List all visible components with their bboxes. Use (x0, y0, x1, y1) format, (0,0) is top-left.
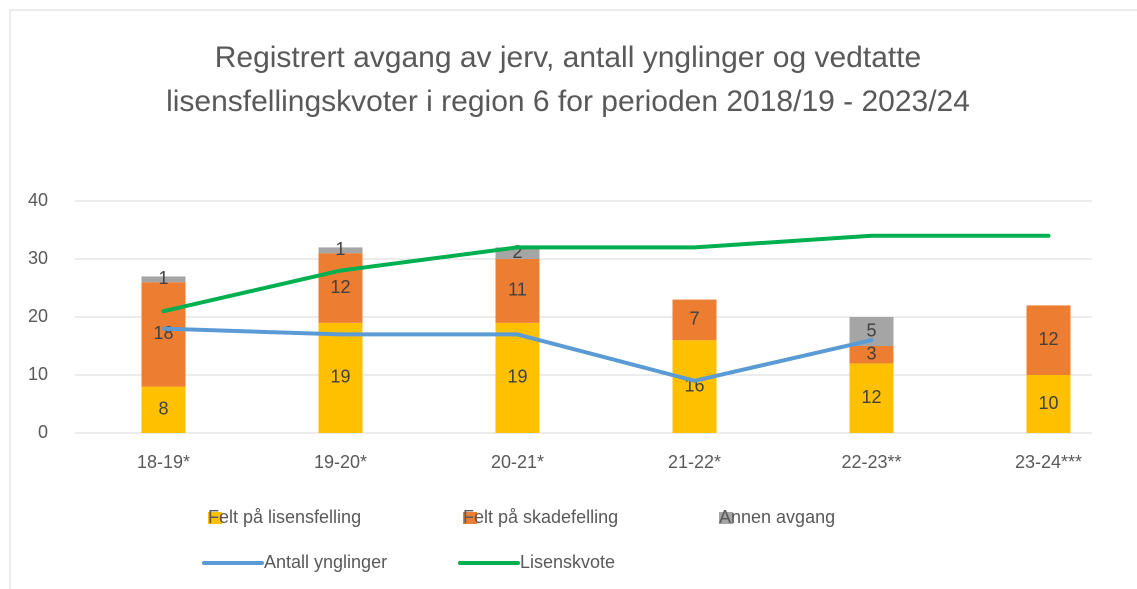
data-label: 12 (330, 277, 350, 297)
bar-segment (318, 253, 363, 323)
data-label: 2 (512, 242, 522, 262)
data-label: 12 (1038, 329, 1058, 349)
chart-border (9, 9, 1137, 589)
data-label: 3 (866, 343, 876, 363)
legend-label: Felt på skadefelling (463, 507, 618, 527)
bar-segment (141, 276, 186, 283)
data-label: 1 (158, 268, 168, 288)
legend-label: Annen avgang (719, 507, 835, 527)
bar-segment (495, 259, 540, 323)
legend-label: Lisenskvote (520, 552, 615, 572)
bar-segment (672, 299, 717, 341)
bar-segment (318, 247, 363, 254)
bar-segment (849, 346, 894, 364)
data-label: 1 (335, 239, 345, 259)
line-series (161, 326, 874, 383)
y-tick-label: 0 (38, 422, 48, 442)
legend-swatch (719, 512, 733, 524)
bar-segment (495, 247, 540, 259)
legend-label: Felt på lisensfelling (208, 507, 361, 527)
bar-segment (141, 282, 186, 387)
bar-segment (1026, 375, 1071, 433)
legend-label: Antall ynglinger (264, 552, 387, 572)
data-label: 5 (866, 320, 876, 340)
y-tick-label: 30 (28, 248, 48, 268)
x-tick-label: 19-20* (314, 452, 367, 472)
legend-swatch (208, 512, 222, 524)
data-label: 7 (689, 309, 699, 329)
data-label: 12 (861, 387, 881, 407)
bar-segment (1026, 305, 1071, 375)
bar-segment (849, 363, 894, 433)
y-tick-label: 20 (28, 306, 48, 326)
bar-segment (672, 340, 717, 433)
legend-swatch (463, 512, 477, 524)
y-tick-label: 40 (28, 190, 48, 210)
line-series (161, 233, 1051, 314)
chart-title: Registrert avgang av jerv, antall ynglin… (166, 41, 970, 118)
data-label: 10 (1038, 393, 1058, 413)
bar-segment (318, 322, 363, 433)
x-tick-label: 21-22* (668, 452, 721, 472)
data-label: 19 (507, 367, 527, 387)
x-tick-label: 22-23** (841, 452, 901, 472)
x-tick-label: 18-19* (137, 452, 190, 472)
y-tick-label: 10 (28, 364, 48, 384)
data-label: 11 (508, 280, 527, 300)
bar-segment (495, 322, 540, 433)
x-tick-label: 23-24*** (1015, 452, 1082, 472)
bar-segment (141, 386, 186, 433)
data-label: 19 (330, 367, 350, 387)
data-label: 8 (158, 399, 168, 419)
x-tick-label: 20-21* (491, 452, 544, 472)
data-label: 18 (153, 323, 173, 343)
